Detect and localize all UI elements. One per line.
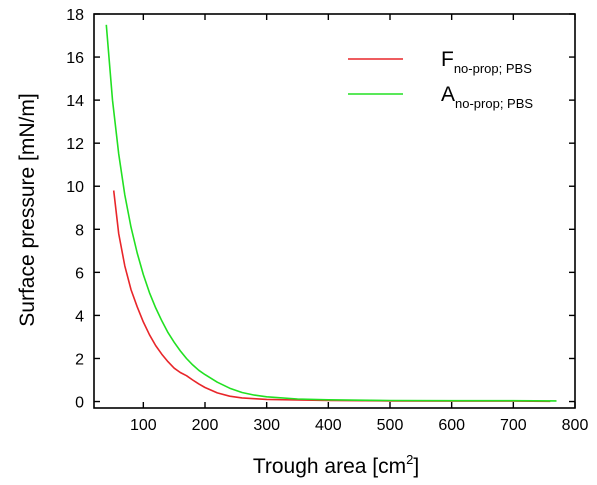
x-tick-label: 500	[377, 417, 404, 434]
series-line-a	[105, 24, 557, 402]
y-tick-label: 6	[75, 265, 84, 282]
y-tick-label: 16	[66, 50, 84, 67]
legend-label-f-subscript: no-prop; PBS	[454, 61, 532, 76]
y-tick-label: 2	[75, 351, 84, 368]
legend-label-a: Ano-prop; PBS	[441, 83, 533, 111]
y-tick-label: 0	[75, 395, 84, 412]
legend-label-a-main: A	[441, 83, 455, 106]
x-tick-label: 400	[315, 417, 342, 434]
y-axis-title: Surface pressure [mN/m]	[16, 93, 39, 326]
plot-frame	[93, 13, 576, 409]
x-tick-label: 700	[500, 417, 527, 434]
x-tick-label: 300	[253, 417, 280, 434]
y-tick-label: 18	[66, 7, 84, 24]
y-tick-label: 14	[66, 93, 84, 110]
x-tick-label: 600	[438, 417, 465, 434]
y-tick-label: 10	[66, 179, 84, 196]
x-tick-label: 200	[192, 417, 219, 434]
x-tick-label: 800	[562, 417, 589, 434]
x-axis-title-main: Trough area [cm	[253, 455, 406, 478]
x-tick-label: 100	[130, 417, 157, 434]
x-axis-title: Trough area [cm2]	[253, 452, 419, 478]
y-tick-label: 8	[75, 222, 84, 239]
legend-label-a-subscript: no-prop; PBS	[455, 96, 533, 111]
series-layer	[105, 24, 557, 403]
legend-label-f: Fno-prop; PBS	[441, 48, 532, 76]
y-tick-label: 12	[66, 136, 84, 153]
x-axis-title-superscript: 2	[406, 452, 413, 467]
legend-label-f-main: F	[441, 48, 454, 71]
y-tick-label: 4	[75, 308, 84, 325]
x-axis-title-end: ]	[413, 455, 419, 478]
legend: Fno-prop; PBS Ano-prop; PBS	[348, 48, 533, 111]
tick-layer: 100 200 300 400 500 600 700 800 0 2 4 6 8 10 12 14 16 18	[66, 7, 588, 434]
